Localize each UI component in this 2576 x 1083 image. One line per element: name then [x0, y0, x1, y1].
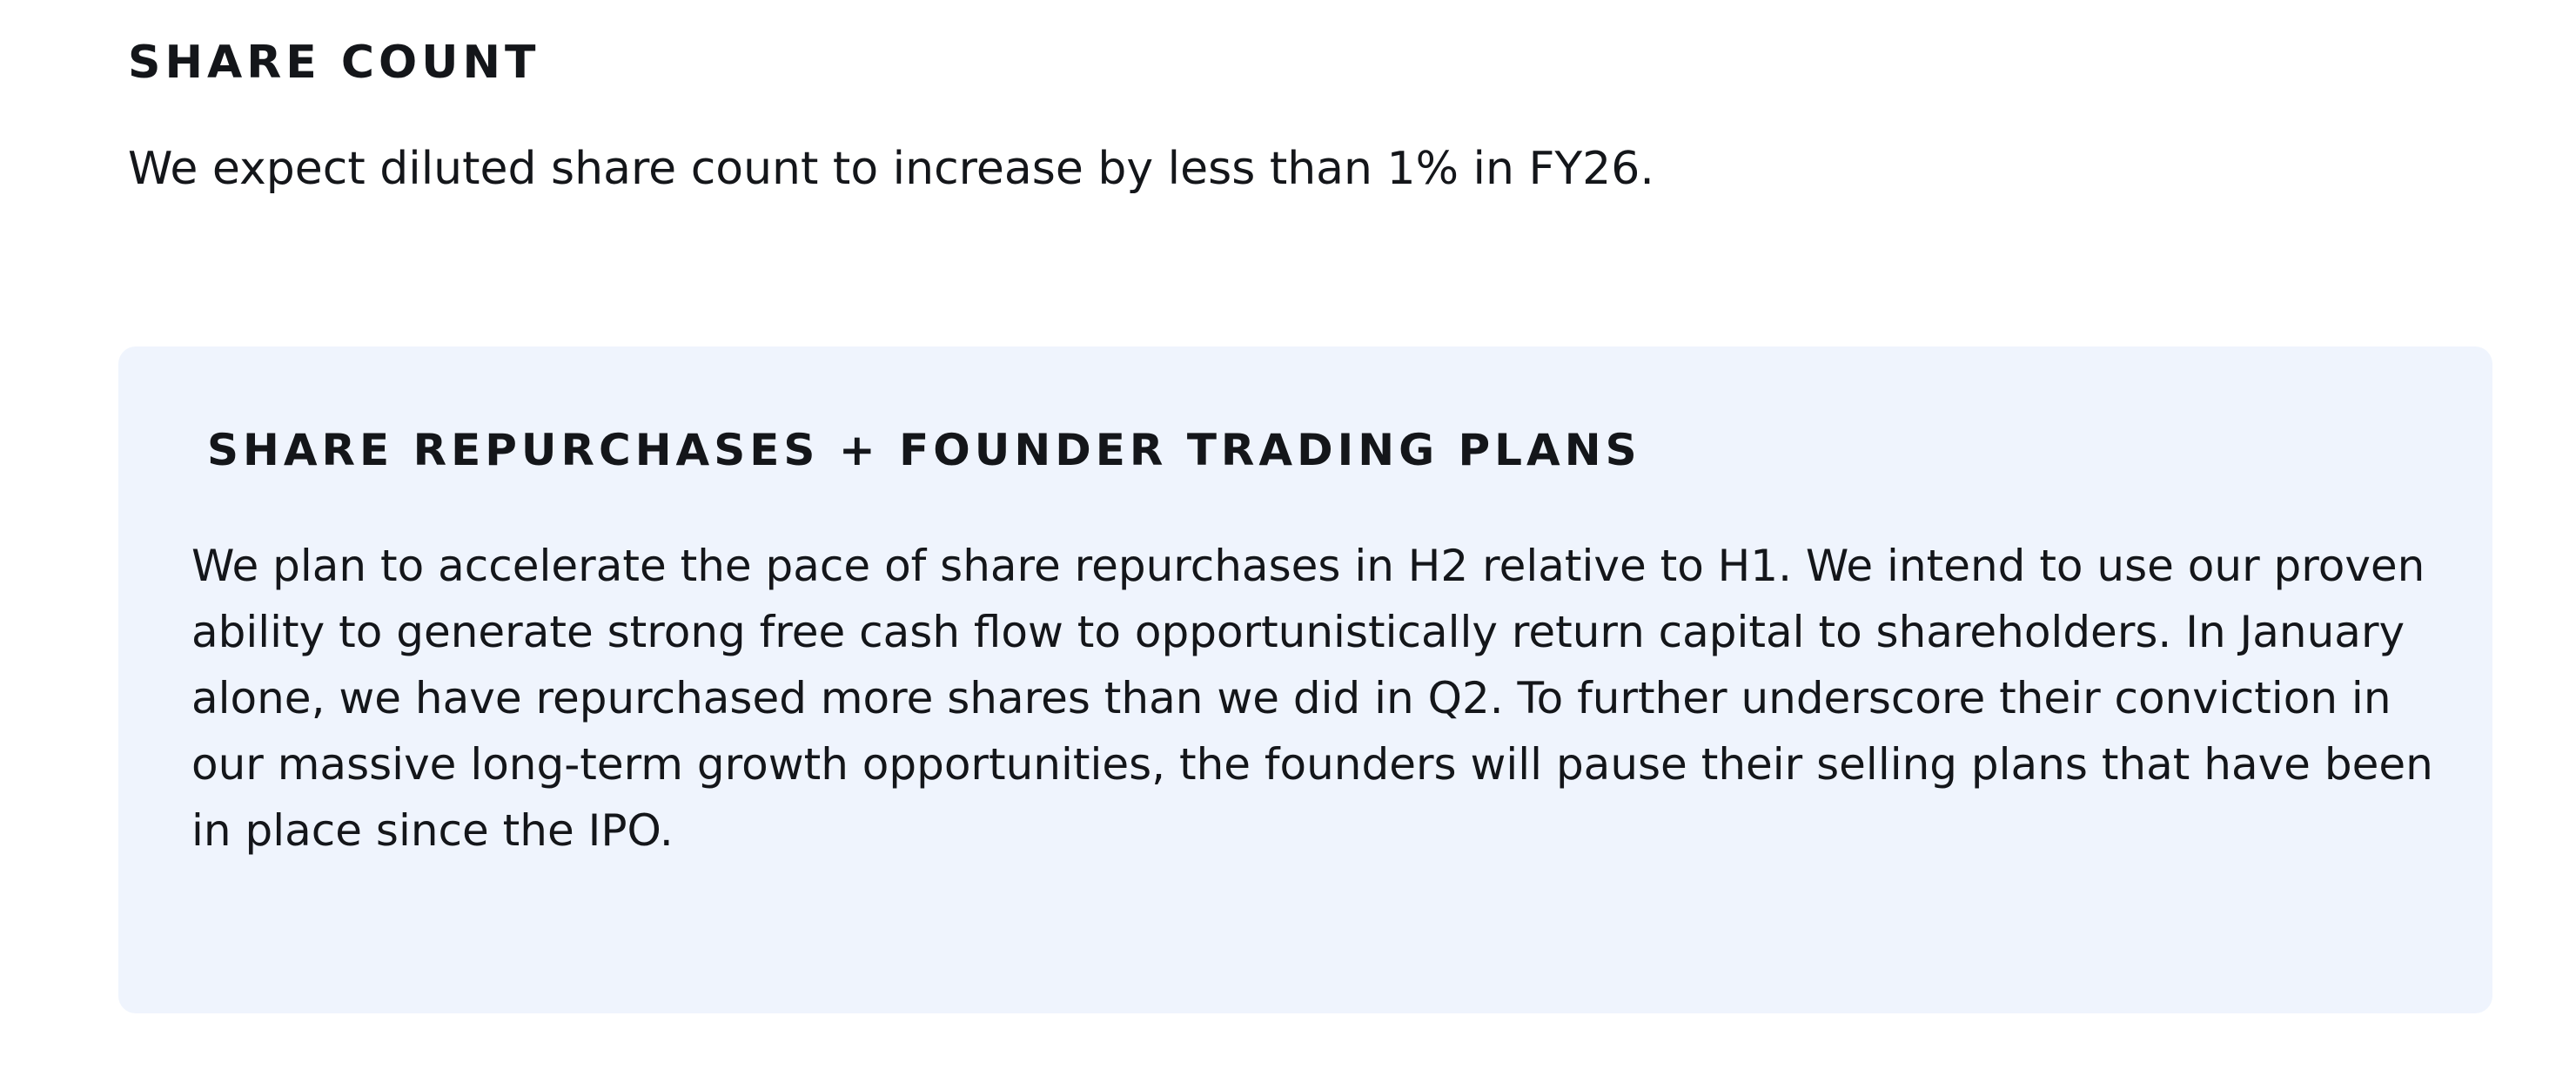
- share-repurchases-callout: SHARE REPURCHASES + FOUNDER TRADING PLAN…: [118, 346, 2492, 1013]
- share-count-heading: SHARE COUNT: [128, 37, 540, 89]
- share-repurchases-text: We plan to accelerate the pace of share …: [191, 541, 2433, 856]
- share-repurchases-heading: SHARE REPURCHASES + FOUNDER TRADING PLAN…: [207, 425, 1641, 475]
- share-count-text: We expect diluted share count to increas…: [128, 143, 1654, 195]
